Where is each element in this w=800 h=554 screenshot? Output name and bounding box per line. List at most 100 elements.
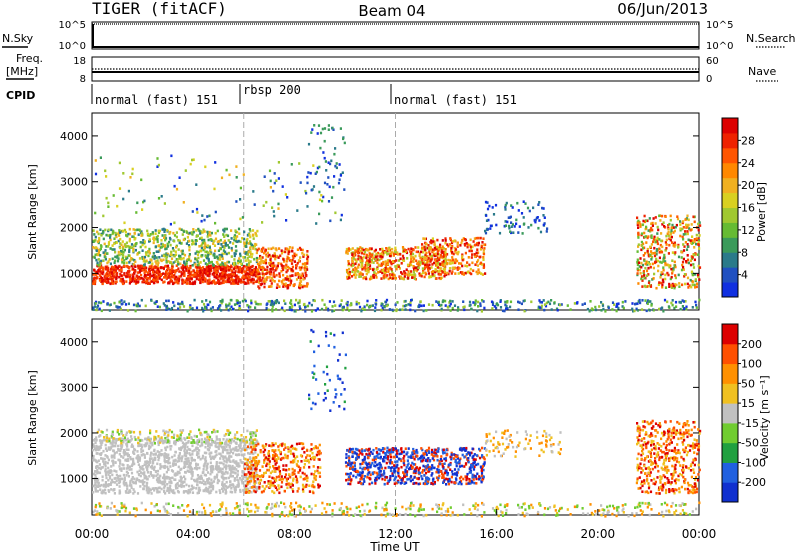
range-time-cell [527, 226, 530, 229]
range-time-cell [197, 274, 200, 278]
range-time-cell [414, 309, 417, 313]
range-time-cell [362, 266, 365, 270]
range-time-cell [656, 240, 659, 243]
range-time-cell [137, 473, 140, 476]
range-time-cell [140, 178, 143, 182]
range-time-cell [646, 247, 649, 251]
range-time-cell [545, 230, 548, 233]
range-time-cell [231, 282, 235, 285]
range-time-cell [656, 232, 659, 235]
range-time-cell [222, 233, 225, 236]
range-time-cell [227, 277, 231, 280]
range-time-cell [360, 260, 363, 264]
range-time-cell [261, 247, 264, 251]
range-time-cell [643, 231, 646, 235]
range-time-cell [227, 260, 231, 264]
range-time-cell [173, 271, 177, 274]
range-time-cell [98, 236, 101, 240]
range-time-cell [136, 457, 139, 461]
range-time-cell [126, 437, 129, 441]
range-time-cell [238, 270, 241, 273]
range-time-cell [143, 199, 146, 203]
range-time-cell [212, 242, 215, 245]
range-time-cell [672, 226, 675, 229]
range-time-cell [153, 448, 156, 452]
range-time-cell [233, 238, 236, 242]
range-time-cell [234, 229, 237, 232]
range-time-cell [192, 158, 195, 161]
range-time-cell [331, 309, 334, 313]
range-time-cell [174, 450, 177, 454]
range-time-cell [164, 234, 167, 237]
range-time-cell [207, 448, 211, 452]
range-time-cell [689, 241, 693, 244]
range-time-cell [153, 281, 156, 284]
range-time-cell [206, 244, 209, 247]
range-time-cell [430, 257, 433, 260]
y-tick-label: 1000 [60, 267, 88, 280]
range-time-cell [660, 232, 663, 235]
range-time-cell [165, 275, 168, 279]
range-time-cell [234, 266, 237, 269]
range-time-cell [199, 281, 202, 285]
range-time-cell [158, 244, 161, 247]
range-time-cell [203, 463, 206, 466]
range-time-cell [241, 453, 244, 457]
range-time-cell [270, 282, 273, 285]
range-time-cell [206, 471, 210, 474]
range-time-cell [375, 255, 378, 259]
range-time-cell [166, 267, 169, 270]
range-time-cell [274, 269, 277, 272]
range-time-cell [304, 310, 307, 313]
range-time-cell [232, 262, 236, 265]
range-time-cell [222, 241, 225, 244]
range-time-cell [101, 475, 104, 478]
range-time-cell [180, 228, 183, 231]
range-time-cell [333, 175, 336, 178]
range-time-cell [284, 250, 287, 254]
range-time-cell [405, 268, 408, 271]
range-time-cell [164, 446, 167, 450]
range-time-cell [114, 231, 117, 235]
range-time-cell [223, 483, 226, 486]
range-time-cell [194, 263, 197, 266]
range-time-cell [180, 273, 183, 276]
range-time-cell [114, 259, 117, 263]
range-time-cell [181, 252, 184, 256]
range-time-cell [633, 309, 636, 313]
range-time-cell [307, 171, 310, 174]
range-time-cell [219, 238, 222, 242]
range-time-cell [143, 474, 146, 477]
range-time-cell [111, 272, 114, 276]
range-time-cell [227, 308, 230, 312]
range-time-cell [392, 274, 395, 278]
range-time-cell [463, 305, 466, 309]
range-time-cell [172, 275, 175, 279]
range-time-cell [658, 247, 661, 251]
range-time-cell [453, 267, 456, 270]
range-time-cell [122, 456, 125, 459]
range-time-cell [427, 269, 430, 272]
range-time-cell [117, 458, 120, 462]
range-time-cell [490, 300, 494, 304]
range-time-cell [667, 234, 670, 237]
range-time-cell [206, 251, 210, 254]
range-time-cell [287, 252, 290, 256]
range-time-cell [254, 280, 257, 284]
range-time-cell [94, 235, 97, 239]
range-time-cell [146, 471, 150, 474]
range-time-cell [114, 255, 117, 259]
range-time-cell [132, 235, 135, 238]
range-time-cell [259, 279, 262, 282]
range-time-cell [169, 243, 172, 247]
range-time-cell [168, 461, 171, 465]
range-time-cell [466, 261, 469, 264]
range-time-cell [113, 492, 116, 495]
range-time-cell [221, 455, 225, 458]
range-time-cell [517, 308, 520, 311]
range-time-cell [230, 249, 234, 252]
range-time-cell [222, 438, 225, 441]
range-time-cell [534, 218, 537, 222]
colorbar-tick-label: 16 [741, 202, 755, 215]
range-time-cell [153, 489, 156, 492]
